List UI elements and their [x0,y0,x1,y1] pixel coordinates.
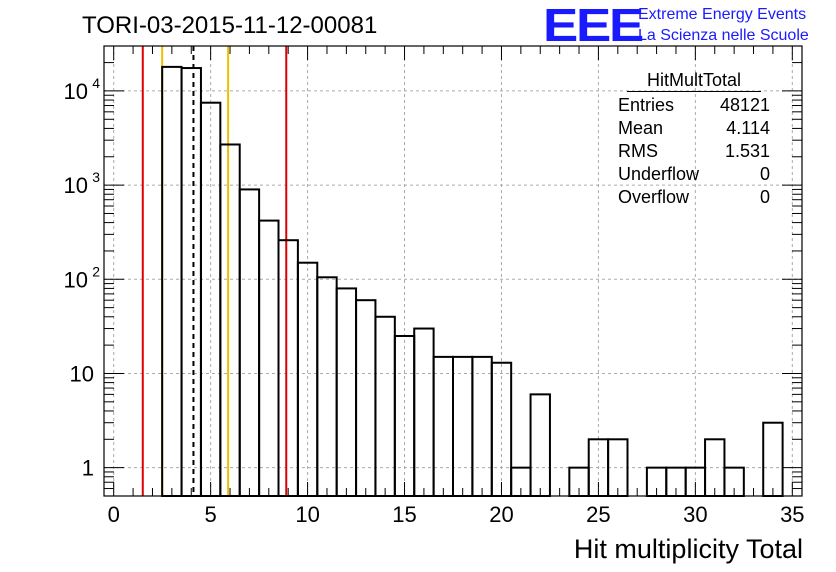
stats-label: Mean [618,118,664,138]
y-tick-label: 10 [64,267,88,292]
stats-value: 1.531 [724,141,770,161]
x-tick-label: 30 [683,502,707,527]
histogram-bin [374,315,396,498]
histogram-bin [762,421,784,498]
x-tick-label: 0 [108,502,120,527]
histogram-bin [607,438,629,497]
stats-row-underflow: Underflow 0 [611,163,777,186]
histogram-bin [413,327,435,497]
x-axis-label: Hit multiplicity Total [573,534,803,564]
eee-logo-mark: EEE [543,0,644,51]
x-tick-label: 15 [392,502,416,527]
plot-frame [103,45,803,497]
stats-label: Entries [618,95,675,115]
eee-logo-line1: Extreme Energy Events [638,6,807,23]
x-tick-label: 10 [295,502,319,527]
histogram-bin [335,287,358,497]
histogram-bin [704,438,726,497]
histogram-bin [180,67,202,497]
y-tick-exponent: 3 [92,169,100,185]
stats-box: HitMultTotal Entries 48121 Mean 4.114 RM… [611,70,777,209]
stats-value: 0 [759,187,770,207]
stats-value: 0 [759,164,770,184]
histogram-bin [432,355,455,497]
histogram-bin [316,276,338,497]
histogram-bin [529,393,551,498]
histogram-bin [238,188,261,497]
histogram-bin [219,143,241,497]
stats-label: Underflow [618,164,700,184]
stats-row-overflow: Overflow 0 [611,186,777,209]
stats-row-rms: RMS 1.531 [611,140,777,163]
y-tick-label: 10 [64,173,88,198]
stats-label: Overflow [618,187,690,207]
histogram-bin [452,355,474,497]
histogram-bin [277,239,299,497]
stats-value: 48121 [719,95,770,115]
x-tick-label: 20 [489,502,513,527]
y-tick-exponent: 4 [92,75,100,91]
histogram-bin [161,65,183,497]
stats-row-mean: Mean 4.114 [611,117,777,140]
histogram-bin [258,219,280,498]
stats-row-entries: Entries 48121 [611,94,777,117]
x-tick-label: 5 [205,502,217,527]
x-tick-label: 25 [586,502,610,527]
y-tick-exponent: 2 [92,263,100,279]
page-title: TORI-03-2015-11-12-00081 [82,12,378,39]
y-tick-label: 10 [64,79,88,104]
histogram-bin [355,299,377,498]
stats-title: HitMultTotal [627,70,761,92]
stats-value: 4.114 [726,118,770,138]
histogram-bin [471,355,493,497]
eee-logo-line2: La Scienza nelle Scuole [638,27,809,44]
y-tick-label: 10 [70,361,94,386]
y-tick-label: 1 [82,456,94,481]
stats-label: RMS [618,141,658,161]
x-tick-label: 35 [780,502,804,527]
